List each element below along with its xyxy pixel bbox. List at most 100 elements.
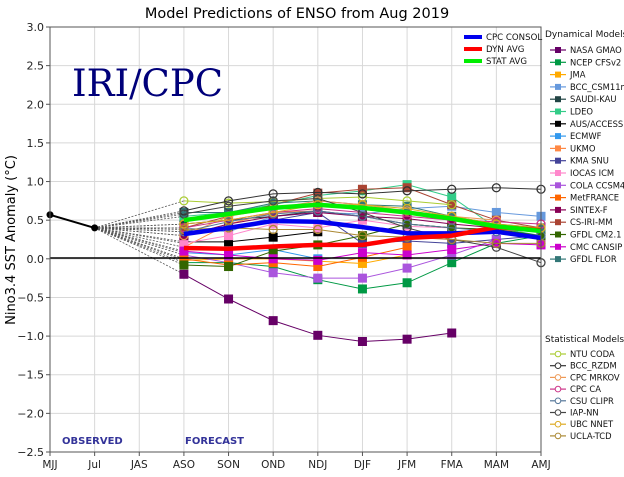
- fan-line-cmc-cansip: [94, 227, 185, 252]
- observed-label: OBSERVED: [62, 436, 123, 447]
- point-nasa-gmao: [224, 294, 234, 304]
- plot-frame: [49, 26, 542, 453]
- legend-label-cola-ccsm4: COLA CCSM4: [570, 180, 624, 190]
- series-line-ubc-nnet: [183, 204, 542, 229]
- average-legend: CPC CONSOL DYN AVG STAT AVG: [464, 33, 542, 67]
- series-line-ecmwf: [183, 249, 318, 260]
- legend-label-saudi-kau: SAUDI-KAU: [570, 94, 616, 104]
- y-axis-label: Nino3.4 SST Anomaly (°C): [4, 155, 19, 325]
- fan-line-nasa-gmao: [94, 227, 185, 275]
- fan-line-bcc-rzdm: [94, 210, 184, 229]
- x-tick-label: MAM: [484, 459, 509, 471]
- point-iocas-icm: [224, 231, 234, 241]
- point-cmc-cansip: [179, 246, 189, 256]
- point-iap-nn: [268, 196, 278, 206]
- y-tick-label: −1.0: [17, 330, 44, 343]
- y-tick-label: −2.0: [17, 407, 44, 420]
- legend-label-ucla-tcd: UCLA-TCD: [570, 431, 612, 441]
- legend-label-metfrance: MetFRANCE: [570, 193, 619, 203]
- legend-label-ncep-cfsv2: NCEP CFSv2: [570, 57, 621, 67]
- average-line-cpc-consol: [183, 218, 542, 241]
- y-tick-label: 2.0: [27, 98, 45, 111]
- legend-label-jma: JMA: [569, 70, 586, 80]
- fan-line-ubc-nnet: [94, 223, 184, 229]
- x-tick-label: DJF: [354, 459, 371, 471]
- legend-marker-cmc-cansip: [555, 243, 561, 250]
- legend-label-cpc-mrkov: CPC MRKOV: [570, 372, 620, 382]
- legend-marker-cpc-mrkov: [554, 374, 562, 381]
- y-tick-label: −2.5: [17, 446, 44, 459]
- legend-label-sintex-f: SINTEX-F: [570, 205, 608, 215]
- observed-line: [49, 213, 95, 229]
- point-ldeo: [447, 192, 457, 202]
- fan-line-cpc-mrkov: [94, 227, 184, 237]
- x-tick-label: SON: [217, 459, 240, 471]
- legend-label-stat-avg: STAT AVG: [486, 57, 527, 67]
- observed-point: [91, 224, 99, 232]
- legend-marker-cola-ccsm4: [555, 182, 561, 189]
- point-nasa-gmao: [357, 337, 367, 346]
- point-ncep-cfsv2: [357, 284, 367, 294]
- legend-marker-saudi-kau: [555, 96, 561, 103]
- legend-label-gfdl-flor: GFDL FLOR: [570, 254, 617, 264]
- forecast-fan-lines: [94, 200, 185, 275]
- legend-label-dyn-avg: DYN AVG: [486, 45, 524, 55]
- point-ucla-tcd: [313, 224, 323, 235]
- legend-label-bcc-csm11m: BCC_CSM11m: [570, 82, 624, 92]
- point-nasa-gmao: [313, 330, 323, 340]
- legend-marker-ecmwf: [555, 133, 561, 140]
- point-gfdl-cm2-1: [179, 260, 189, 270]
- fan-line-iocas-icm: [94, 227, 184, 244]
- series-line-iap-nn: [183, 198, 542, 264]
- point-bcc-rzdm: [402, 186, 412, 196]
- legend-label-iap-nn: IAP-NN: [570, 408, 599, 418]
- point-bcc-csm11m: [491, 207, 501, 217]
- fan-line-ntu-coda: [94, 200, 185, 229]
- series-line-bcc-rzdm: [183, 187, 542, 212]
- legend-label-ukmo: UKMO: [570, 143, 596, 153]
- legend-marker-ukmo: [555, 145, 561, 152]
- average-series: [183, 202, 542, 252]
- legend-label-ntu-coda: NTU CODA: [570, 349, 615, 359]
- legend-marker-iap-nn: [554, 409, 562, 416]
- legend-marker-nasa-gmao: [555, 47, 561, 53]
- x-tick-label: OND: [261, 459, 285, 471]
- x-tick-label: NDJ: [308, 459, 327, 471]
- legend-marker-sintex-f: [555, 206, 561, 213]
- chart-title: Model Predictions of ENSO from Aug 2019: [145, 6, 449, 22]
- point-bcc-rzdm: [179, 206, 189, 216]
- x-tick-label: JFM: [397, 459, 416, 471]
- legend-marker-csu-clipr: [554, 397, 562, 405]
- observed-series: [46, 211, 99, 232]
- legend-marker-cpc-ca: [554, 385, 562, 393]
- legend-label-aus-access: AUS/ACCESS: [570, 119, 623, 129]
- point-cola-ccsm4: [313, 273, 323, 283]
- legend-marker-bcc-csm11m: [555, 83, 561, 90]
- y-tick-label: −0.5: [17, 291, 44, 304]
- legend-marker-metfrance: [555, 194, 561, 201]
- fan-line-metfrance: [94, 227, 185, 260]
- legend-label-cs-iri-mm: CS-IRI-MM: [570, 217, 612, 227]
- point-bcc-rzdm: [268, 189, 278, 199]
- point-cmc-cansip: [357, 248, 367, 258]
- point-ntu-coda: [447, 200, 457, 210]
- legend-marker-gfdl-cm2-1: [555, 231, 561, 238]
- watermark-text: IRI/CPC: [72, 62, 223, 105]
- fan-line-iap-nn: [94, 213, 184, 229]
- point-cmc-cansip: [268, 254, 278, 264]
- y-axis: 3.0 2.5 2.0 1.5 1.0 0.5 0.0 −0.5 −1.0 −1.5 −2.0 −2.…: [17, 21, 50, 459]
- fan-line-ukmo: [94, 227, 184, 248]
- legend-marker-ldeo: [555, 108, 561, 115]
- point-cs-iri-mm: [402, 183, 412, 193]
- point-ncep-cfsv2: [402, 278, 412, 288]
- legend-marker-iocas-icm: [555, 170, 561, 176]
- fan-line-ucla-tcd: [94, 227, 184, 230]
- legend-marker-ucla-tcd: [554, 432, 562, 440]
- legend-label-nasa-gmao: NASA GMAO: [570, 45, 622, 55]
- point-ucla-tcd: [491, 238, 502, 249]
- x-tick-label: AMJ: [531, 459, 550, 471]
- point-cmc-cansip: [313, 255, 323, 265]
- x-axis: MJJ Jul JAS ASO SON OND NDJ DJF JFM FMA MAM AMJ: [42, 452, 551, 471]
- y-tick-label: 2.5: [27, 60, 45, 73]
- point-cmc-cansip: [447, 245, 457, 255]
